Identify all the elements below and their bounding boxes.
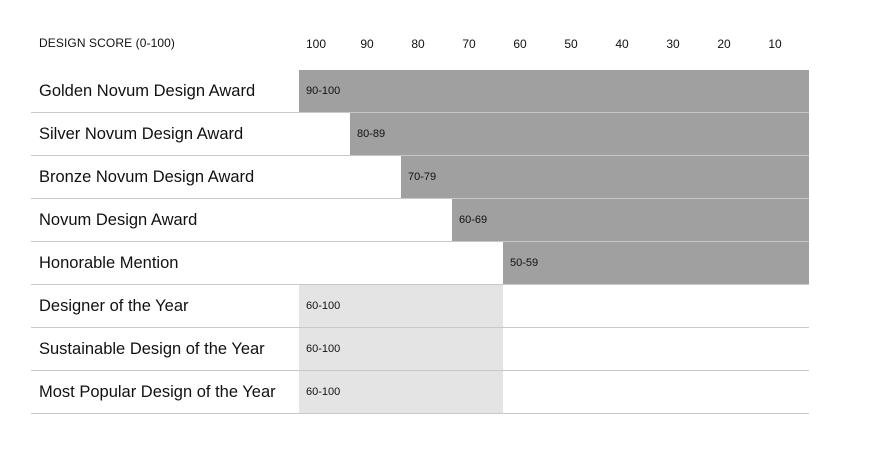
award-category-label: Designer of the Year	[39, 297, 189, 315]
award-row: 70-79 Bronze Novum Design Award	[31, 156, 809, 199]
axis-tick-label: 40	[615, 37, 629, 51]
axis-tick-label: 10	[768, 37, 782, 51]
row-divider	[31, 155, 809, 156]
row-divider	[31, 370, 809, 371]
award-category-label: Golden Novum Design Award	[39, 82, 256, 100]
score-range-bar: 90-100	[299, 70, 809, 112]
award-category-label: Most Popular Design of the Year	[39, 383, 276, 401]
score-range-bar: 50-59	[503, 242, 809, 284]
axis-tick-label: 30	[666, 37, 680, 51]
row-divider	[31, 413, 809, 414]
award-category-label: Honorable Mention	[39, 254, 179, 272]
score-range-label: 50-59	[510, 257, 539, 269]
axis-tick-label: 20	[717, 37, 731, 51]
axis-tick-label: 60	[513, 37, 527, 51]
row-divider	[31, 284, 809, 285]
score-range-bar: 60-100	[299, 328, 503, 370]
score-range-label: 60-69	[459, 214, 488, 226]
award-row: 60-69 Novum Design Award	[31, 199, 809, 242]
axis-tick-label: 50	[564, 37, 578, 51]
axis-tick-label: 70	[462, 37, 476, 51]
award-row: 60-100 Designer of the Year	[31, 285, 809, 328]
award-row: 80-89 Silver Novum Design Award	[31, 113, 809, 156]
axis-tick-label: 90	[360, 37, 374, 51]
score-range-label: 80-89	[357, 128, 386, 140]
score-range-label: 60-100	[306, 300, 341, 312]
axis-header: DESIGN SCORE (0-100)	[39, 36, 176, 50]
row-divider	[31, 198, 809, 199]
score-range-bar: 60-100	[299, 371, 503, 413]
score-range-bar: 80-89	[350, 113, 809, 155]
score-range-label: 60-100	[306, 386, 341, 398]
score-range-label: 60-100	[306, 343, 341, 355]
award-category-label: Bronze Novum Design Award	[39, 168, 255, 186]
axis-tick-label: 80	[411, 37, 425, 51]
score-range-label: 70-79	[408, 171, 437, 183]
award-category-label: Silver Novum Design Award	[39, 125, 244, 143]
axis-tick-label: 100	[305, 37, 327, 51]
score-range-bar: 60-69	[452, 199, 809, 241]
score-range-bar: 60-100	[299, 285, 503, 327]
award-row: 50-59 Honorable Mention	[31, 242, 809, 285]
award-row: 90-100 Golden Novum Design Award	[31, 70, 809, 113]
score-range-label: 90-100	[306, 85, 341, 97]
award-row: 60-100 Most Popular Design of the Year	[31, 371, 809, 414]
row-divider	[31, 327, 809, 328]
row-divider	[31, 241, 809, 242]
score-range-bar: 70-79	[401, 156, 809, 198]
award-row: 60-100 Sustainable Design of the Year	[31, 328, 809, 371]
award-category-label: Novum Design Award	[39, 211, 198, 229]
award-category-label: Sustainable Design of the Year	[39, 340, 265, 358]
row-divider	[31, 112, 809, 113]
